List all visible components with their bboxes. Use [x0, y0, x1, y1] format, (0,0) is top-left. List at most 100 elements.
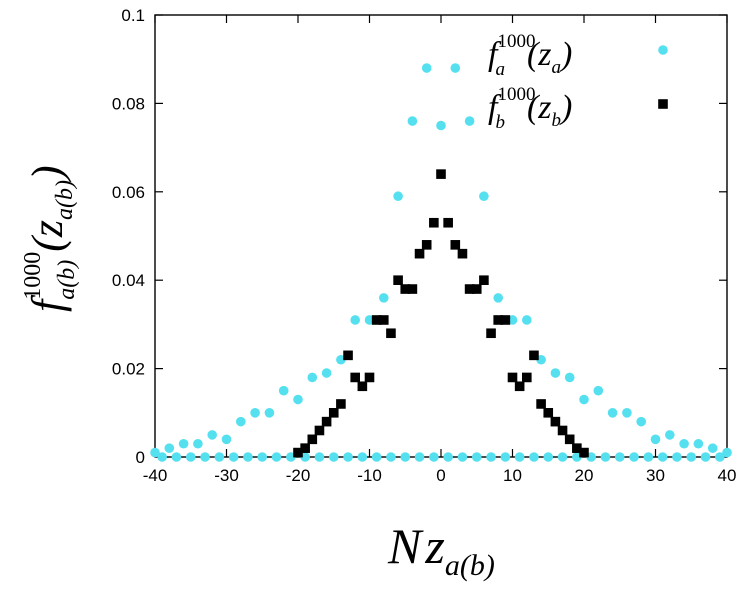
- data-point: [321, 416, 332, 427]
- data-point: [464, 284, 475, 294]
- data-point: [250, 408, 260, 418]
- data-point: [557, 452, 568, 462]
- data-point: [436, 169, 446, 179]
- data-point: [500, 315, 511, 325]
- data-point: [486, 452, 496, 462]
- data-point: [193, 438, 203, 449]
- data-point: [543, 408, 554, 418]
- legend-marker-square: [658, 99, 668, 109]
- data-point: [393, 275, 403, 285]
- data-point: [336, 399, 346, 409]
- y-tick-label: 0: [136, 448, 145, 467]
- data-point: [693, 438, 704, 449]
- data-point: [636, 416, 646, 427]
- data-point: [350, 372, 360, 383]
- data-point: [700, 452, 711, 462]
- legend-marker-circle: [658, 45, 668, 55]
- data-point: [514, 381, 525, 392]
- data-point: [200, 452, 210, 462]
- data-point: [314, 452, 325, 462]
- data-point: [357, 381, 368, 392]
- data-point: [679, 438, 689, 449]
- data-point: [614, 452, 625, 462]
- y-tick-label: 0.02: [112, 360, 145, 379]
- data-point: [421, 240, 432, 250]
- data-point: [350, 315, 361, 325]
- data-point: [657, 452, 668, 462]
- data-point: [643, 452, 654, 462]
- data-point: [486, 328, 496, 339]
- x-axis-label: Nza(b): [387, 518, 495, 582]
- data-point: [479, 191, 489, 202]
- x-tick-label: -40: [143, 466, 168, 485]
- data-point: [429, 217, 439, 228]
- data-point: [550, 416, 561, 427]
- data-point: [221, 434, 232, 445]
- data-point: [343, 350, 353, 361]
- data-point: [307, 434, 318, 445]
- data-point: [522, 372, 532, 383]
- data-point: [507, 372, 518, 383]
- data-point: [307, 372, 318, 383]
- data-point: [443, 452, 453, 462]
- data-point: [207, 430, 217, 440]
- y-axis-label: f1000 a(b)(za(b)): [20, 165, 80, 312]
- x-tick-label: 0: [436, 466, 445, 485]
- data-point: [407, 284, 418, 294]
- data-point: [271, 452, 282, 462]
- data-point: [278, 385, 289, 396]
- axis-ticks: -40 -30 -20 -10 0 10 20 30 40 0 0.02 0.04 0.06 0.08 0.…: [112, 6, 737, 485]
- data-point: [379, 293, 389, 303]
- data-point: [607, 408, 618, 418]
- data-point: [514, 452, 525, 462]
- data-point: [471, 452, 482, 462]
- data-point: [429, 452, 439, 462]
- data-point: [579, 394, 589, 405]
- data-point: [228, 452, 239, 462]
- data-point: [457, 452, 468, 462]
- plot-axes: [154, 14, 728, 458]
- data-point: [522, 315, 532, 325]
- x-tick-label: -20: [286, 466, 311, 485]
- data-point: [171, 452, 182, 462]
- data-point: [629, 452, 639, 462]
- data-point: [386, 328, 396, 339]
- data-point: [686, 452, 697, 462]
- data-point: [414, 248, 425, 259]
- data-point: [328, 408, 339, 418]
- y-tick-label: 0.08: [112, 94, 145, 113]
- data-point: [457, 248, 468, 259]
- data-point: [314, 425, 325, 436]
- data-point: [471, 284, 482, 294]
- data-point: [536, 399, 546, 409]
- data-point: [321, 368, 332, 378]
- data-point: [557, 425, 568, 436]
- data-point: [364, 372, 375, 383]
- data-point: [543, 452, 554, 462]
- data-point: [293, 394, 303, 405]
- data-point: [450, 63, 461, 73]
- data-point: [722, 447, 732, 458]
- data-point: [493, 293, 504, 303]
- data-point: [393, 191, 403, 202]
- data-point: [500, 452, 511, 462]
- data-point: [371, 315, 382, 325]
- legend: f1000 a (za)f1000 b (zb): [488, 31, 668, 133]
- data-point: [243, 452, 253, 462]
- data-point: [414, 452, 425, 462]
- data-point: [257, 452, 268, 462]
- x-tick-label: -30: [214, 466, 239, 485]
- x-tick-label: -10: [357, 466, 382, 485]
- data-point: [400, 452, 411, 462]
- data-point: [564, 434, 575, 445]
- data-point: [400, 284, 411, 294]
- data-point: [443, 217, 453, 228]
- data-point: [371, 452, 382, 462]
- x-tick-label: 40: [718, 466, 737, 485]
- data-point: [707, 443, 718, 453]
- data-point: [529, 350, 539, 361]
- data-point: [436, 120, 446, 131]
- data-point: [150, 447, 160, 458]
- data-point: [164, 443, 175, 453]
- data-point: [479, 275, 489, 285]
